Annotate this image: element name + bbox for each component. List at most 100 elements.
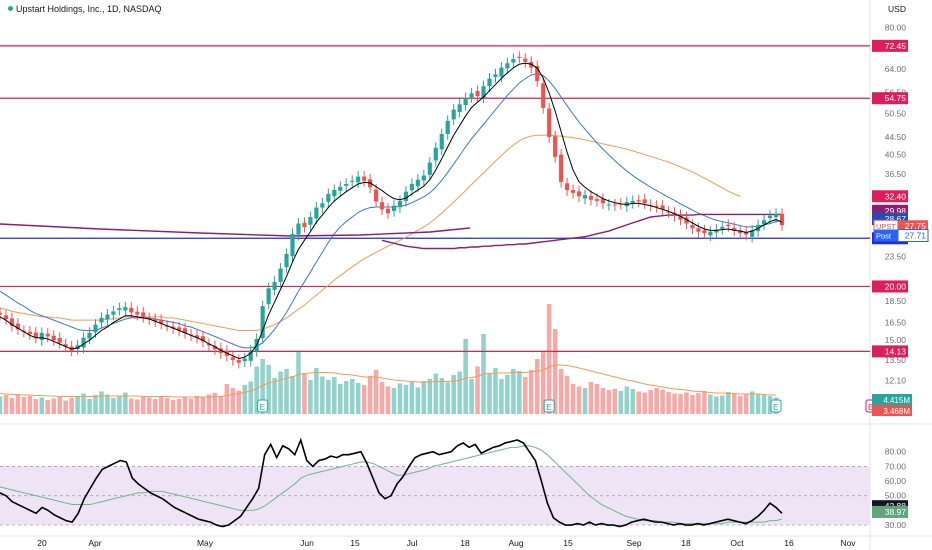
- volume-bar: [188, 398, 194, 414]
- volume-bar: [397, 383, 403, 414]
- candle-body: [51, 335, 56, 341]
- candle-body: [397, 200, 403, 208]
- candlestick: [51, 330, 56, 346]
- candlestick: [779, 208, 785, 231]
- earnings-marker: [543, 399, 555, 413]
- candle-body: [290, 233, 295, 257]
- time-axis-tick: May: [197, 538, 214, 548]
- volume-bar: [260, 359, 265, 414]
- candlestick: [463, 92, 468, 111]
- candle-body: [666, 211, 671, 213]
- candlestick: [421, 170, 426, 187]
- volume-bar: [558, 369, 564, 414]
- candlestick: [582, 189, 588, 205]
- candlestick: [678, 209, 683, 226]
- sma-200-line: [381, 213, 782, 250]
- candlestick: [660, 199, 665, 216]
- volume-bar: [236, 390, 242, 414]
- market-status-dot: [8, 6, 13, 11]
- candlestick: [553, 130, 558, 163]
- candlestick: [39, 327, 44, 346]
- candle-body: [373, 189, 379, 202]
- candle-body: [141, 312, 146, 317]
- volume-bar: [212, 393, 218, 414]
- volume-bar: [391, 388, 397, 414]
- candlestick: [15, 318, 20, 336]
- candlestick: [690, 219, 695, 234]
- volume-bar: [284, 369, 289, 414]
- candlestick: [87, 327, 92, 345]
- candle-body: [320, 203, 325, 208]
- candle-body: [33, 332, 38, 338]
- candlestick: [570, 184, 576, 199]
- candlestick: [236, 354, 241, 369]
- level-label-bg: [872, 39, 908, 52]
- volume-bar: [642, 392, 647, 414]
- volume-bar: [272, 378, 277, 414]
- candlestick: [266, 282, 271, 310]
- rsi-axis-tick: 70.00: [885, 461, 907, 471]
- candlestick: [732, 222, 737, 237]
- volume-bar: [708, 394, 713, 414]
- volume-bar: [409, 381, 415, 414]
- candle-body: [726, 224, 731, 227]
- volume-bar: [99, 391, 104, 414]
- volume-bar: [552, 329, 558, 414]
- volume-bar: [761, 395, 767, 414]
- sma-200-line-earlier: [0, 223, 471, 237]
- candlestick: [63, 338, 68, 353]
- candle-body: [744, 231, 749, 235]
- candlestick: [176, 321, 182, 337]
- candle-body: [284, 253, 289, 268]
- volume-bar: [81, 393, 86, 414]
- candlestick: [159, 314, 164, 330]
- candlestick: [750, 224, 755, 243]
- candle-body: [511, 59, 516, 63]
- volume-bar: [511, 369, 516, 414]
- chart-title: Upstart Holdings, Inc., 1D, NASDAQ: [8, 4, 162, 14]
- candle-body: [308, 216, 313, 225]
- time-axis-tick: 16: [784, 538, 794, 548]
- price-axis-tick: 15.00: [885, 335, 907, 345]
- volume-bar: [600, 388, 606, 414]
- volume-bar: [135, 399, 140, 414]
- volume-bar: [87, 399, 92, 414]
- sma-200-last-label: 29.98: [885, 206, 907, 216]
- candle-body: [344, 183, 349, 186]
- volume-bar: [373, 370, 379, 414]
- candlestick: [696, 222, 701, 238]
- candle-body: [117, 308, 122, 310]
- candlestick: [445, 115, 450, 140]
- candle-body: [212, 346, 217, 350]
- time-axis-tick: Oct: [730, 538, 744, 548]
- volume-label-bg: [872, 405, 912, 416]
- candle-body: [194, 335, 200, 338]
- level-label: 72.45: [885, 41, 907, 51]
- volume-bar: [624, 386, 630, 414]
- price-axis-tick: 13.50: [885, 355, 907, 365]
- candlestick: [344, 178, 349, 192]
- candlestick: [433, 142, 438, 167]
- volume-bar: [0, 396, 3, 414]
- candlestick: [230, 351, 235, 366]
- candle-body: [135, 311, 140, 315]
- candle-body: [153, 319, 158, 322]
- candlestick: [535, 60, 540, 87]
- candlestick: [105, 309, 110, 326]
- volume-bar: [302, 374, 307, 414]
- volume-bar: [314, 368, 319, 414]
- candlestick: [117, 302, 122, 316]
- candlestick: [439, 128, 444, 155]
- candle-body: [767, 215, 773, 219]
- volume-bar: [546, 304, 552, 414]
- rsi-axis-tick: 80.00: [885, 447, 907, 457]
- candle-body: [57, 337, 62, 343]
- candlestick: [708, 226, 713, 242]
- volume-bar: [3, 395, 9, 414]
- earnings-marker-label: E: [773, 403, 778, 412]
- candle-body: [385, 208, 391, 214]
- candlestick: [391, 200, 397, 217]
- volume-bar: [457, 371, 462, 414]
- volume-bar: [194, 396, 200, 414]
